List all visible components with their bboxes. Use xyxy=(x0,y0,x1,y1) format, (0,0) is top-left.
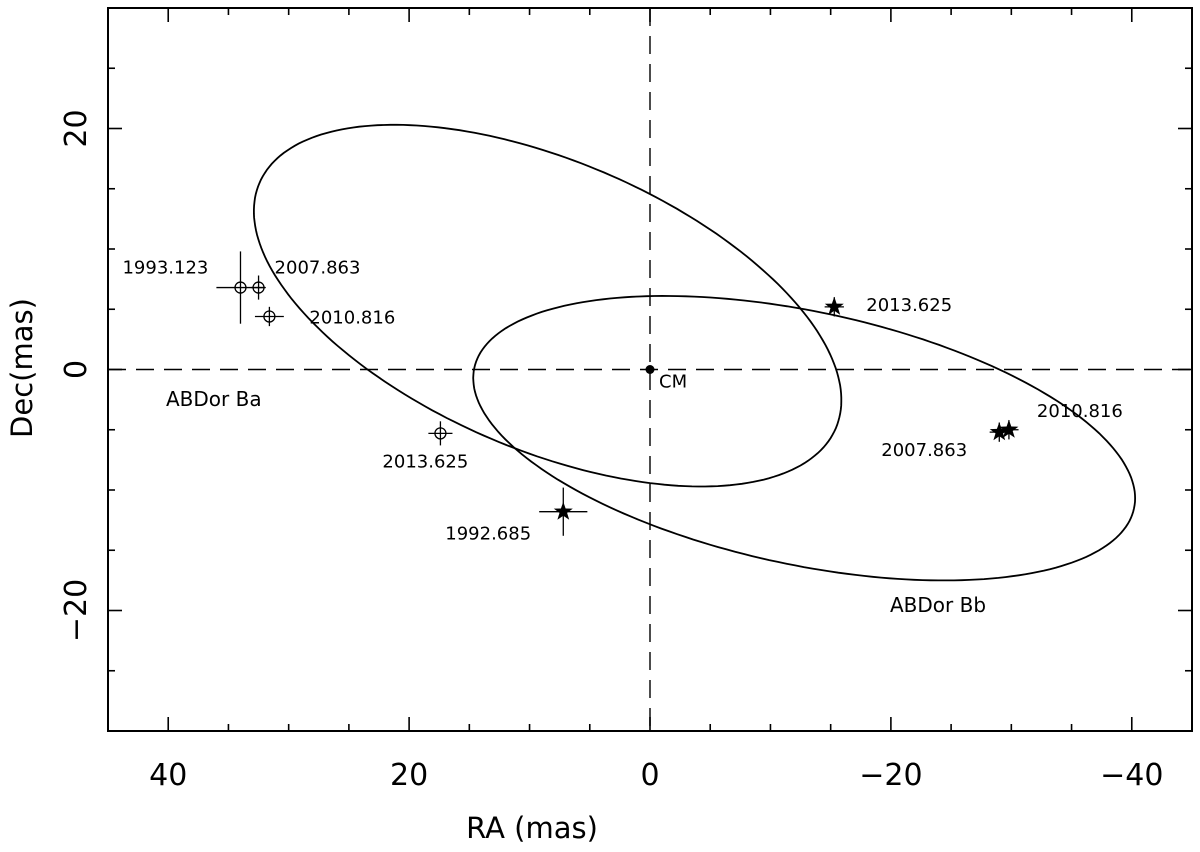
abdor-bb-point xyxy=(824,296,844,315)
abdor-ba-point xyxy=(263,310,276,323)
x-tick-label: −20 xyxy=(859,758,922,793)
abdor-ba-epoch-label: 2013.625 xyxy=(382,451,468,472)
abdor-ba-epoch-label: 1993.123 xyxy=(122,258,208,279)
abdor-bb-epoch-label: 1992.685 xyxy=(445,524,531,545)
orbit-abdor-bb xyxy=(472,294,1137,582)
x-tick-label: 0 xyxy=(640,758,659,793)
abdor-bb-series-label: ABDor Bb xyxy=(890,593,986,617)
x-tick-label: 20 xyxy=(390,758,428,793)
abdor-ba-series-label: ABDor Ba xyxy=(166,387,262,411)
x-axis-title: RA (mas) xyxy=(466,811,598,845)
orbit-abdor-ba xyxy=(252,123,843,488)
abdor-bb-epoch-label: 2007.863 xyxy=(881,440,967,461)
abdor-ba-point xyxy=(234,281,247,294)
x-tick-label: 40 xyxy=(149,758,187,793)
abdor-bb-point xyxy=(989,422,1009,441)
y-tick-label: −20 xyxy=(59,579,94,642)
abdor-bb-epoch-label: 2013.625 xyxy=(866,295,952,316)
y-tick-label: 20 xyxy=(59,109,94,147)
y-axis-title: Dec(mas) xyxy=(5,298,39,438)
abdor-bb-epoch-label: 2010.816 xyxy=(1037,401,1123,422)
center-of-mass-point xyxy=(645,365,655,374)
y-tick-label: 0 xyxy=(59,360,94,379)
abdor-ba-point xyxy=(252,281,265,294)
x-tick-label: −40 xyxy=(1100,758,1163,793)
center-of-mass-label: CM xyxy=(659,372,687,393)
abdor-bb-point xyxy=(553,501,573,520)
abdor-bb-point xyxy=(999,419,1019,438)
abdor-ba-epoch-label: 2007.863 xyxy=(275,258,361,279)
abdor-ba-point xyxy=(434,427,447,440)
abdor-ba-epoch-label: 2010.816 xyxy=(309,307,395,328)
